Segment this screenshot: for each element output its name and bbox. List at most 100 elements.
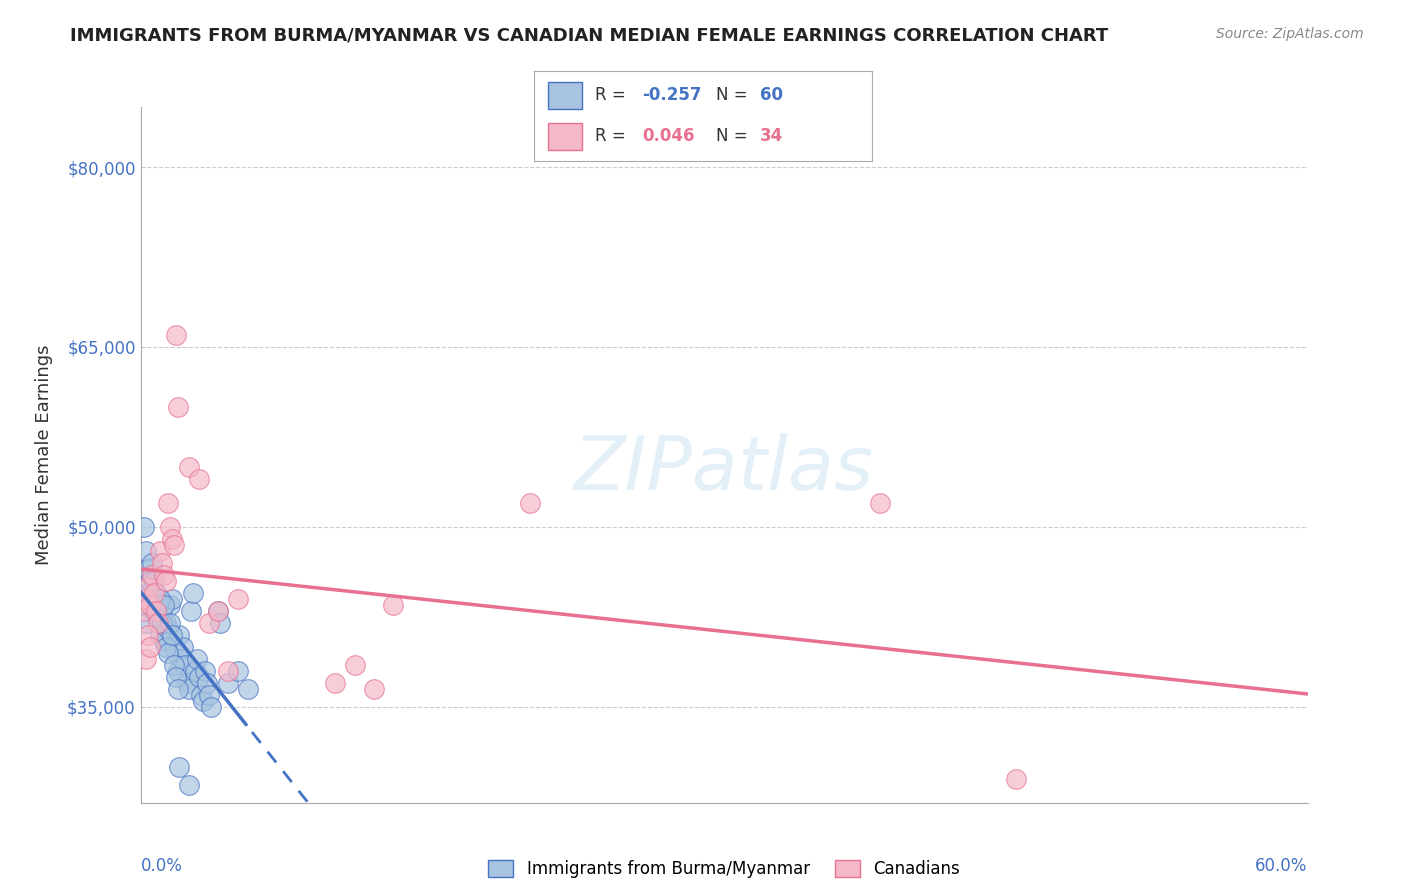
- Text: 0.0%: 0.0%: [141, 857, 183, 875]
- Point: [156, 622, 179, 636]
- Point: [197, 615, 219, 630]
- Point: [138, 580, 160, 594]
- Point: [343, 657, 366, 672]
- Point: [166, 400, 188, 414]
- Point: [135, 615, 157, 630]
- Point: [236, 681, 259, 696]
- Point: [187, 472, 211, 486]
- Point: [226, 664, 249, 678]
- Point: [166, 664, 188, 678]
- Point: [160, 628, 183, 642]
- Point: [135, 591, 157, 606]
- Point: [169, 628, 191, 642]
- Point: [153, 633, 176, 648]
- Point: [869, 496, 891, 510]
- Point: [134, 520, 156, 534]
- Point: [135, 652, 157, 666]
- Point: [184, 664, 207, 678]
- Point: [146, 598, 169, 612]
- Point: [138, 562, 160, 576]
- Point: [159, 520, 181, 534]
- Point: [217, 676, 239, 690]
- Point: [150, 556, 173, 570]
- Point: [197, 688, 219, 702]
- Point: [159, 615, 181, 630]
- Point: [150, 615, 173, 630]
- Point: [139, 567, 162, 582]
- Point: [172, 640, 194, 654]
- Point: [207, 604, 229, 618]
- Point: [138, 628, 160, 642]
- Point: [145, 591, 167, 606]
- Point: [180, 604, 202, 618]
- Point: [1004, 772, 1026, 786]
- Point: [166, 681, 188, 696]
- Legend: Immigrants from Burma/Myanmar, Canadians: Immigrants from Burma/Myanmar, Canadians: [482, 854, 966, 885]
- Point: [323, 676, 346, 690]
- Point: [159, 598, 181, 612]
- Text: 34: 34: [761, 128, 783, 145]
- Point: [176, 676, 198, 690]
- Point: [143, 604, 166, 618]
- Point: [141, 567, 163, 582]
- Point: [160, 591, 183, 606]
- Point: [135, 544, 157, 558]
- Point: [200, 699, 222, 714]
- Point: [170, 652, 193, 666]
- Point: [149, 628, 172, 642]
- Point: [134, 598, 156, 612]
- Point: [174, 657, 197, 672]
- Point: [519, 496, 541, 510]
- Point: [163, 538, 186, 552]
- Point: [363, 681, 385, 696]
- Point: [150, 604, 173, 618]
- Text: R =: R =: [595, 87, 631, 104]
- Text: IMMIGRANTS FROM BURMA/MYANMAR VS CANADIAN MEDIAN FEMALE EARNINGS CORRELATION CHA: IMMIGRANTS FROM BURMA/MYANMAR VS CANADIA…: [70, 27, 1108, 45]
- Point: [146, 615, 169, 630]
- Point: [382, 598, 405, 612]
- Text: 60: 60: [761, 87, 783, 104]
- FancyBboxPatch shape: [548, 123, 582, 150]
- Point: [179, 778, 201, 792]
- Point: [153, 567, 176, 582]
- Text: Source: ZipAtlas.com: Source: ZipAtlas.com: [1216, 27, 1364, 41]
- Point: [191, 694, 214, 708]
- Point: [143, 574, 166, 588]
- Point: [163, 640, 186, 654]
- Point: [155, 574, 177, 588]
- Point: [209, 615, 232, 630]
- Text: N =: N =: [717, 87, 754, 104]
- Point: [156, 496, 179, 510]
- Point: [187, 670, 211, 684]
- Text: R =: R =: [595, 128, 631, 145]
- Point: [165, 670, 187, 684]
- Point: [153, 598, 176, 612]
- Point: [190, 688, 212, 702]
- Text: 60.0%: 60.0%: [1256, 857, 1308, 875]
- Point: [145, 586, 167, 600]
- Point: [155, 615, 177, 630]
- Point: [195, 676, 218, 690]
- Point: [207, 604, 229, 618]
- Point: [139, 598, 162, 612]
- Point: [165, 646, 187, 660]
- Point: [169, 760, 191, 774]
- Point: [141, 556, 163, 570]
- Point: [181, 586, 204, 600]
- Text: ZIPatlas: ZIPatlas: [574, 433, 875, 505]
- Point: [138, 586, 160, 600]
- Point: [149, 591, 172, 606]
- Point: [155, 640, 177, 654]
- Point: [134, 604, 156, 618]
- Point: [163, 657, 186, 672]
- Text: -0.257: -0.257: [643, 87, 702, 104]
- Point: [156, 646, 179, 660]
- Point: [160, 532, 183, 546]
- Point: [186, 652, 208, 666]
- Point: [194, 664, 217, 678]
- Point: [179, 681, 201, 696]
- Point: [145, 604, 167, 618]
- Point: [149, 544, 172, 558]
- Point: [141, 580, 163, 594]
- Y-axis label: Median Female Earnings: Median Female Earnings: [35, 344, 53, 566]
